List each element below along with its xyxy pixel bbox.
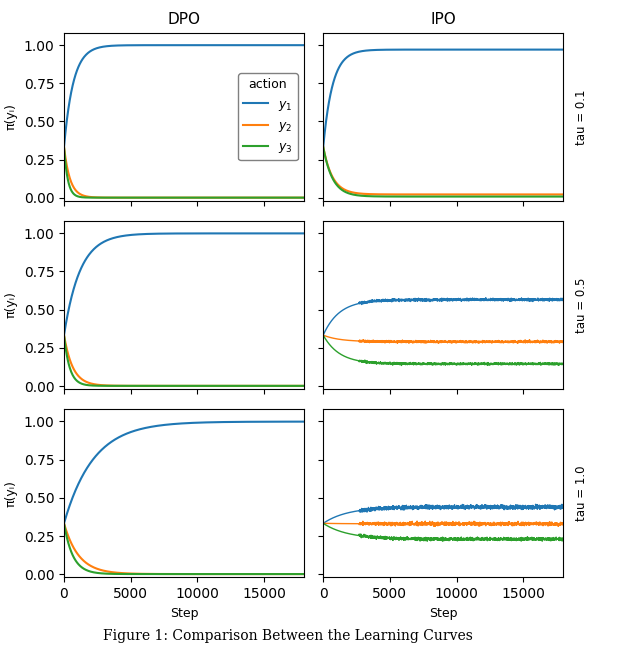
Y-axis label: π(yᵢ): π(yᵢ)	[5, 104, 18, 131]
Text: tau = 0.1: tau = 0.1	[575, 89, 588, 144]
X-axis label: Step: Step	[429, 607, 458, 619]
Title: IPO: IPO	[430, 12, 456, 28]
Text: tau = 0.5: tau = 0.5	[575, 277, 588, 333]
Y-axis label: π(yᵢ): π(yᵢ)	[5, 292, 18, 318]
Y-axis label: π(yᵢ): π(yᵢ)	[5, 480, 18, 506]
Text: Figure 1: Comparison Between the Learning Curves: Figure 1: Comparison Between the Learnin…	[103, 629, 473, 643]
Text: tau = 1.0: tau = 1.0	[575, 466, 588, 521]
Legend: $y_1$, $y_2$, $y_3$: $y_1$, $y_2$, $y_3$	[238, 73, 298, 160]
X-axis label: Step: Step	[170, 607, 198, 619]
Title: DPO: DPO	[168, 12, 200, 28]
